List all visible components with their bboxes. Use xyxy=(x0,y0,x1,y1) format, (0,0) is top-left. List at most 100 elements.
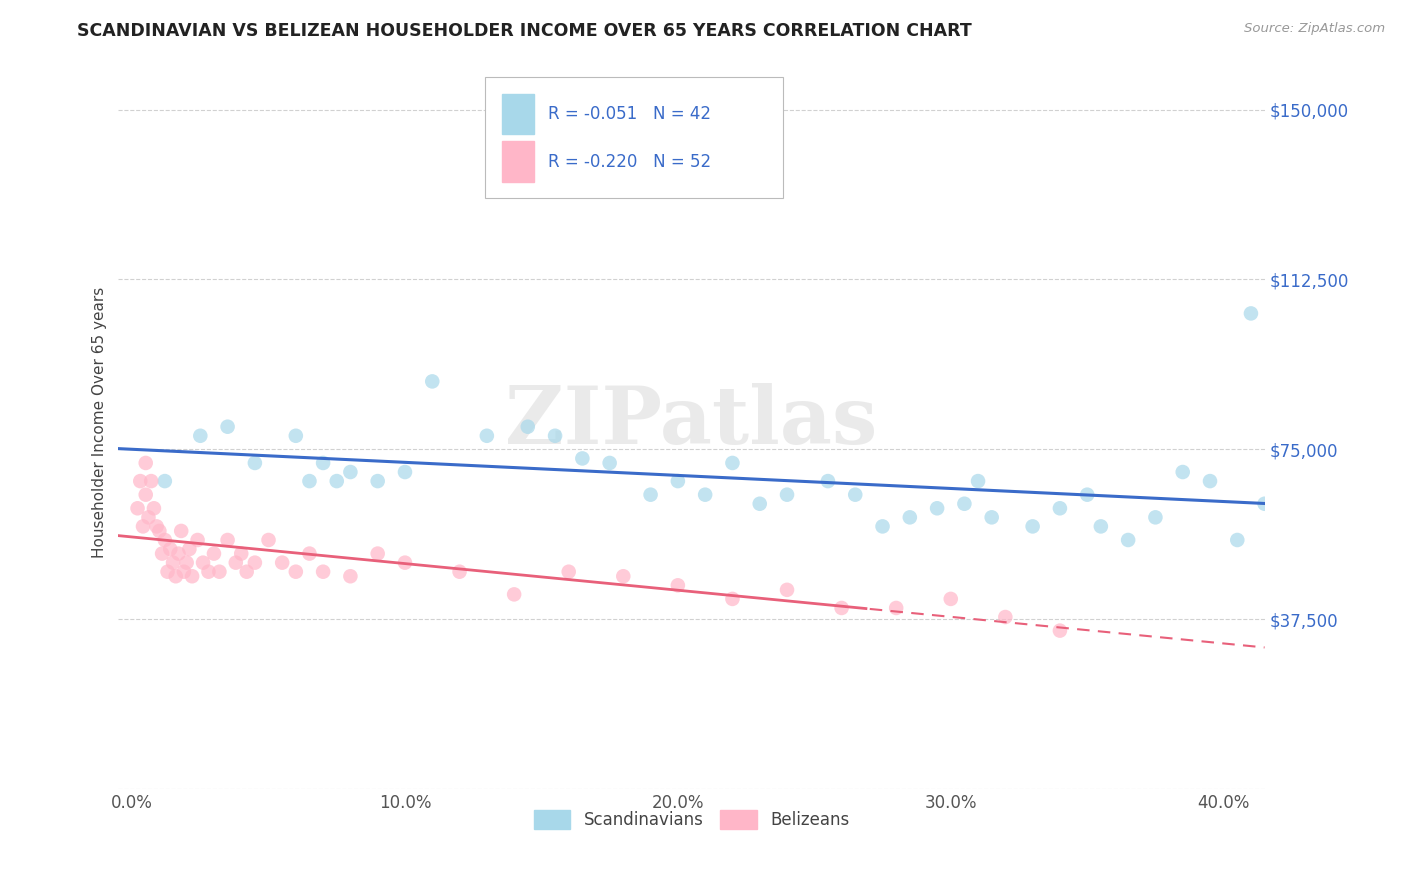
Bar xyxy=(502,142,534,182)
Point xyxy=(170,524,193,538)
Point xyxy=(884,601,907,615)
Point xyxy=(1240,306,1263,320)
Point xyxy=(181,569,204,583)
Point xyxy=(695,488,717,502)
Point xyxy=(187,533,209,547)
Point xyxy=(599,456,621,470)
Point xyxy=(298,547,321,561)
Point xyxy=(1049,501,1071,516)
Point xyxy=(898,510,921,524)
Point xyxy=(132,519,155,533)
Point xyxy=(167,547,190,561)
Text: R = -0.220   N = 52: R = -0.220 N = 52 xyxy=(548,153,711,170)
Point xyxy=(162,556,184,570)
Point xyxy=(1116,533,1139,547)
Point xyxy=(939,591,962,606)
Point xyxy=(721,456,744,470)
Text: R = -0.051   N = 42: R = -0.051 N = 42 xyxy=(548,105,711,123)
Point xyxy=(980,510,1002,524)
Point xyxy=(150,547,173,561)
Point xyxy=(420,375,443,389)
Point xyxy=(257,533,280,547)
FancyBboxPatch shape xyxy=(485,78,783,198)
Point xyxy=(326,474,349,488)
Point xyxy=(1171,465,1194,479)
Point xyxy=(284,565,307,579)
Point xyxy=(557,565,579,579)
Point xyxy=(153,474,176,488)
Point xyxy=(994,610,1017,624)
Point xyxy=(748,497,770,511)
Point xyxy=(135,488,157,502)
Point xyxy=(217,419,239,434)
Point xyxy=(394,465,416,479)
Point xyxy=(231,547,253,561)
Point xyxy=(844,488,866,502)
Bar xyxy=(502,94,534,134)
Point xyxy=(243,456,266,470)
Point xyxy=(156,565,179,579)
Point xyxy=(612,569,634,583)
Point xyxy=(503,587,526,601)
Point xyxy=(127,501,149,516)
Point xyxy=(776,488,799,502)
Point xyxy=(666,578,689,592)
Point xyxy=(953,497,976,511)
Point xyxy=(148,524,170,538)
Point xyxy=(872,519,894,533)
Point xyxy=(1226,533,1249,547)
Point xyxy=(142,501,165,516)
Point xyxy=(571,451,593,466)
Point xyxy=(516,419,538,434)
Point xyxy=(544,429,567,443)
Point xyxy=(312,565,335,579)
Point xyxy=(1021,519,1043,533)
Point xyxy=(817,474,839,488)
Point xyxy=(449,565,471,579)
Point xyxy=(1090,519,1112,533)
Point xyxy=(188,429,211,443)
Point xyxy=(721,591,744,606)
Point xyxy=(179,542,201,557)
Point xyxy=(141,474,163,488)
Point xyxy=(225,556,247,570)
Point xyxy=(197,565,219,579)
Point xyxy=(967,474,990,488)
Point xyxy=(243,556,266,570)
Point xyxy=(165,569,187,583)
Point xyxy=(138,510,160,524)
Point xyxy=(1199,474,1222,488)
Point xyxy=(235,565,257,579)
Y-axis label: Householder Income Over 65 years: Householder Income Over 65 years xyxy=(93,286,107,558)
Point xyxy=(339,569,361,583)
Point xyxy=(367,474,389,488)
Point xyxy=(208,565,231,579)
Point xyxy=(640,488,662,502)
Point xyxy=(367,547,389,561)
Point xyxy=(312,456,335,470)
Point xyxy=(927,501,949,516)
Point xyxy=(135,456,157,470)
Point xyxy=(776,582,799,597)
Point xyxy=(284,429,307,443)
Point xyxy=(173,565,195,579)
Point xyxy=(1253,497,1275,511)
Point xyxy=(129,474,152,488)
Point xyxy=(1144,510,1167,524)
Point xyxy=(1076,488,1098,502)
Point xyxy=(159,542,181,557)
Text: SCANDINAVIAN VS BELIZEAN HOUSEHOLDER INCOME OVER 65 YEARS CORRELATION CHART: SCANDINAVIAN VS BELIZEAN HOUSEHOLDER INC… xyxy=(77,22,972,40)
Legend: Scandinavians, Belizeans: Scandinavians, Belizeans xyxy=(527,804,856,836)
Point xyxy=(271,556,294,570)
Point xyxy=(202,547,225,561)
Point xyxy=(145,519,167,533)
Point xyxy=(1049,624,1071,638)
Text: Source: ZipAtlas.com: Source: ZipAtlas.com xyxy=(1244,22,1385,36)
Point xyxy=(153,533,176,547)
Point xyxy=(217,533,239,547)
Point xyxy=(191,556,214,570)
Text: ZIPatlas: ZIPatlas xyxy=(505,384,877,461)
Point xyxy=(176,556,198,570)
Point xyxy=(339,465,361,479)
Point xyxy=(475,429,498,443)
